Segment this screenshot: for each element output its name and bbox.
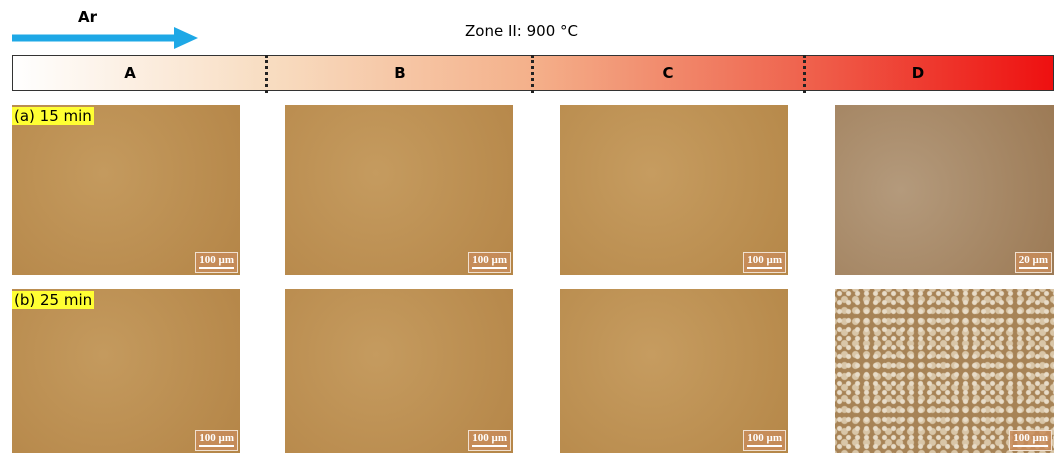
micrograph: 100 µm (285, 289, 513, 453)
micrograph: 100 µm (12, 289, 240, 453)
micrograph: 100 µm (560, 289, 788, 453)
zone-label: D (911, 64, 925, 82)
flow-label: Ar (78, 8, 98, 26)
zone-label: C (662, 64, 674, 82)
micrograph: 100 µm (560, 105, 788, 275)
scale-bar: 100 µm (195, 252, 238, 273)
micrograph: 20 µm (835, 105, 1054, 275)
scale-bar: 100 µm (195, 430, 238, 451)
micrograph: 100 µm (12, 105, 240, 275)
scale-bar: 100 µm (1009, 430, 1052, 451)
zone-divider (265, 55, 268, 93)
scale-bar: 100 µm (743, 252, 786, 273)
micrograph: 100 µm (285, 105, 513, 275)
row-label: (b) 25 min (12, 291, 95, 309)
micrograph: 100 µm (835, 289, 1054, 453)
zone-divider (803, 55, 806, 93)
flow-arrow (12, 27, 198, 49)
scale-bar: 100 µm (468, 430, 511, 451)
row-label: (a) 15 min (12, 107, 94, 125)
scale-bar: 100 µm (468, 252, 511, 273)
scale-bar: 20 µm (1014, 252, 1052, 273)
zone-label: B (394, 64, 406, 82)
scale-bar: 100 µm (743, 430, 786, 451)
zone-title: Zone II: 900 °C (465, 22, 578, 40)
zone-label: A (124, 64, 136, 82)
zone-divider (531, 55, 534, 93)
